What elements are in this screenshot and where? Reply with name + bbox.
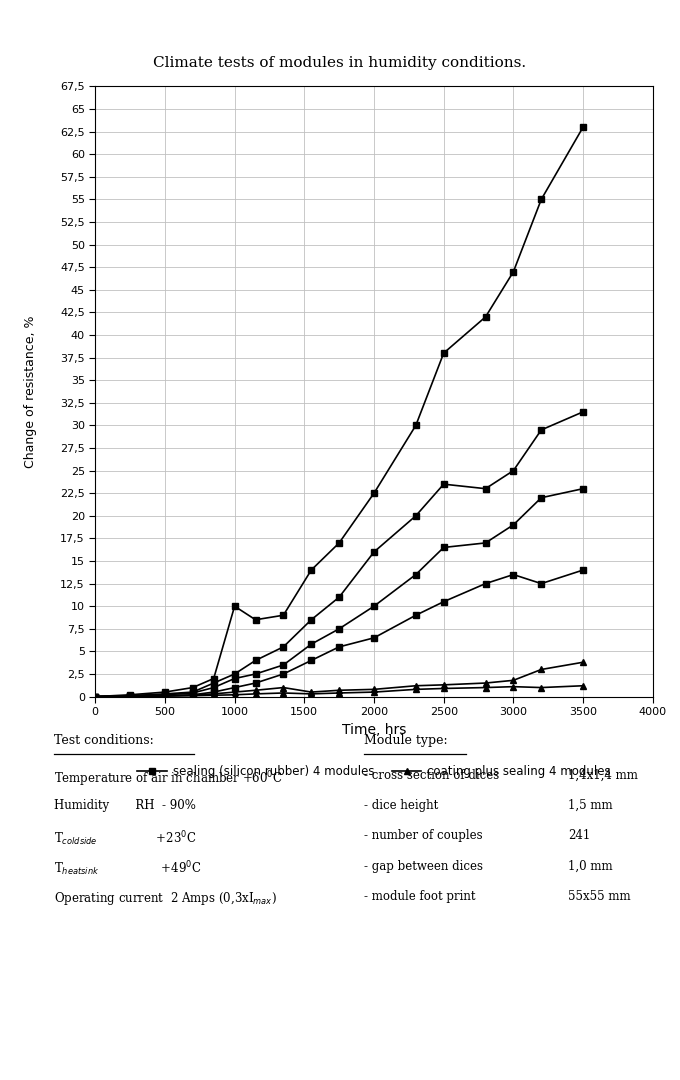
Text: 1,5 mm: 1,5 mm xyxy=(568,799,613,812)
Text: 55x55 mm: 55x55 mm xyxy=(568,890,630,903)
Y-axis label: Change of resistance, %: Change of resistance, % xyxy=(24,315,37,468)
Legend: sealing (silicon rubber) 4 modules, coating plus sealing 4 modules: sealing (silicon rubber) 4 modules, coat… xyxy=(133,760,615,783)
Text: Temperature of air in chamber +60$^0$C: Temperature of air in chamber +60$^0$C xyxy=(54,769,283,788)
Text: - module foot print: - module foot print xyxy=(364,890,475,903)
Text: T$_{heat sink}$                 +49$^0$C: T$_{heat sink}$ +49$^0$C xyxy=(54,860,202,878)
Text: 241: 241 xyxy=(568,829,590,842)
X-axis label: Time, hrs: Time, hrs xyxy=(342,723,406,737)
Text: - dice height: - dice height xyxy=(364,799,438,812)
Text: - cross section of dices: - cross section of dices xyxy=(364,769,499,782)
Text: Test conditions:: Test conditions: xyxy=(54,734,154,747)
Text: Operating current  2 Amps (0,3xI$_{max}$): Operating current 2 Amps (0,3xI$_{max}$) xyxy=(54,890,277,907)
Text: - gap between dices: - gap between dices xyxy=(364,860,483,873)
Text: Climate tests of modules in humidity conditions.: Climate tests of modules in humidity con… xyxy=(154,56,526,70)
Text: Humidity       RH  - 90%: Humidity RH - 90% xyxy=(54,799,197,812)
Text: 1,4x1,4 mm: 1,4x1,4 mm xyxy=(568,769,638,782)
Text: Module type:: Module type: xyxy=(364,734,447,747)
Text: T$_{cold side}$                +23$^0$C: T$_{cold side}$ +23$^0$C xyxy=(54,829,197,848)
Text: - number of couples: - number of couples xyxy=(364,829,482,842)
Text: 1,0 mm: 1,0 mm xyxy=(568,860,613,873)
